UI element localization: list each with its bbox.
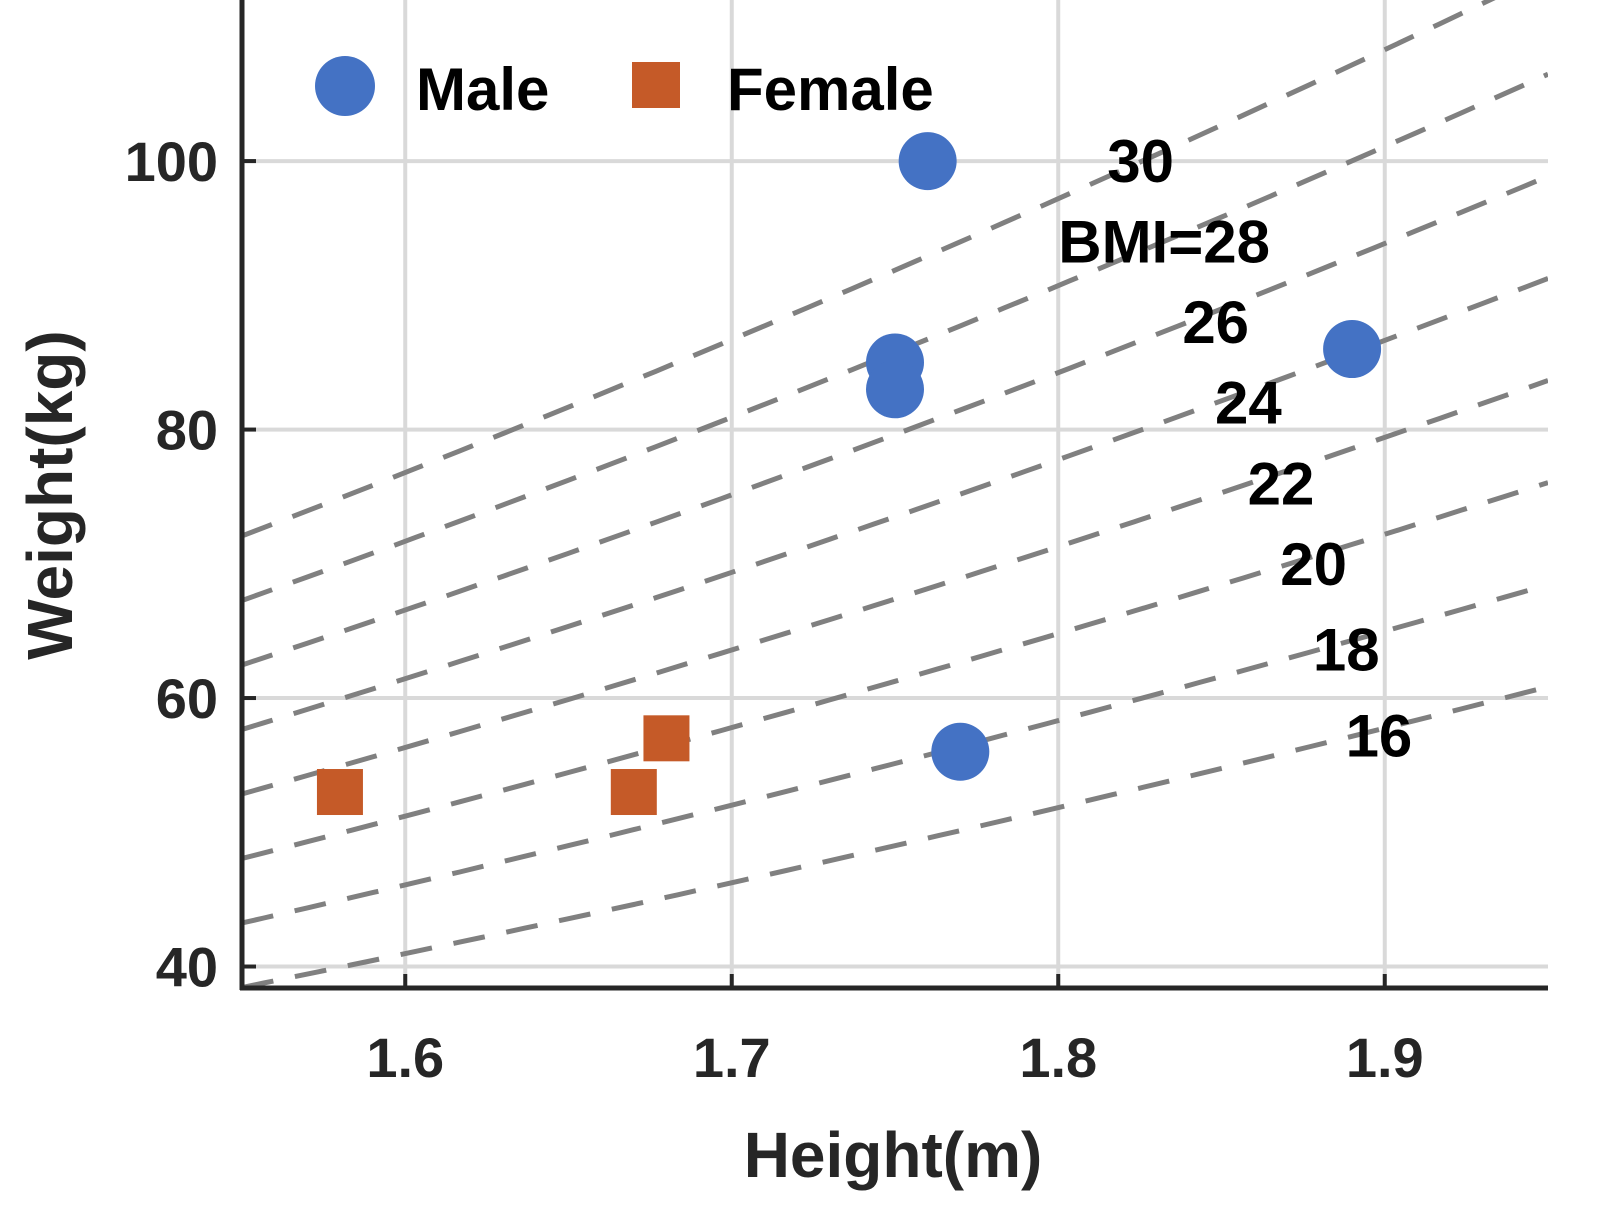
bmi-label-26: 26 bbox=[1182, 289, 1249, 356]
female-point-2 bbox=[643, 715, 690, 762]
x-tick-label-3: 1.9 bbox=[1346, 1026, 1424, 1089]
x-tick-labels: 1.6 1.7 1.8 1.9 bbox=[366, 1026, 1423, 1089]
legend-male-label: Male bbox=[416, 56, 549, 123]
legend: Male Female bbox=[315, 56, 934, 123]
bmi-label-28: BMI=28 bbox=[1058, 209, 1270, 276]
bmi-line-28 bbox=[242, 71, 1548, 603]
legend-female-label: Female bbox=[727, 56, 934, 123]
bmi-reference-lines bbox=[242, 0, 1548, 988]
legend-male-marker bbox=[315, 56, 375, 116]
male-point-2 bbox=[866, 360, 924, 419]
bmi-line-labels: 30 BMI=28 26 24 22 20 18 16 bbox=[1058, 128, 1412, 770]
y-axis-title: Weight(kg) bbox=[14, 330, 86, 659]
x-tick-label-0: 1.6 bbox=[366, 1026, 444, 1089]
y-tick-label-2: 80 bbox=[156, 399, 218, 462]
x-tick-label-1: 1.7 bbox=[693, 1026, 771, 1089]
x-tick-label-2: 1.8 bbox=[1019, 1026, 1097, 1089]
female-point-0 bbox=[316, 769, 363, 816]
bmi-label-18: 18 bbox=[1313, 617, 1380, 684]
x-axis-title: Height(m) bbox=[744, 1119, 1043, 1191]
bmi-line-20 bbox=[242, 480, 1548, 861]
y-tick-label-3: 100 bbox=[125, 130, 218, 193]
x-gridlines bbox=[403, 0, 1387, 988]
bmi-line-22 bbox=[242, 378, 1548, 797]
y-gridlines bbox=[242, 159, 1548, 969]
bmi-line-16 bbox=[242, 684, 1548, 988]
bmi-label-22: 22 bbox=[1248, 450, 1315, 517]
y-tick-label-0: 40 bbox=[156, 936, 218, 999]
female-point-1 bbox=[610, 769, 657, 816]
y-tick-label-1: 60 bbox=[156, 667, 218, 730]
bmi-line-26 bbox=[242, 173, 1548, 668]
male-point-3 bbox=[1323, 320, 1382, 379]
bmi-label-30: 30 bbox=[1107, 128, 1174, 195]
bmi-label-20: 20 bbox=[1280, 531, 1347, 598]
legend-female-marker bbox=[632, 62, 680, 108]
axes bbox=[239, 0, 1548, 991]
bmi-line-18 bbox=[242, 582, 1548, 926]
data-points bbox=[316, 132, 1382, 816]
male-point-4 bbox=[931, 722, 990, 781]
bmi-line-30 bbox=[242, 0, 1496, 539]
y-tick-labels: 40 60 80 100 bbox=[125, 130, 218, 998]
male-point-0 bbox=[898, 132, 957, 191]
bmi-label-16: 16 bbox=[1346, 703, 1413, 770]
bmi-label-24: 24 bbox=[1215, 370, 1282, 437]
